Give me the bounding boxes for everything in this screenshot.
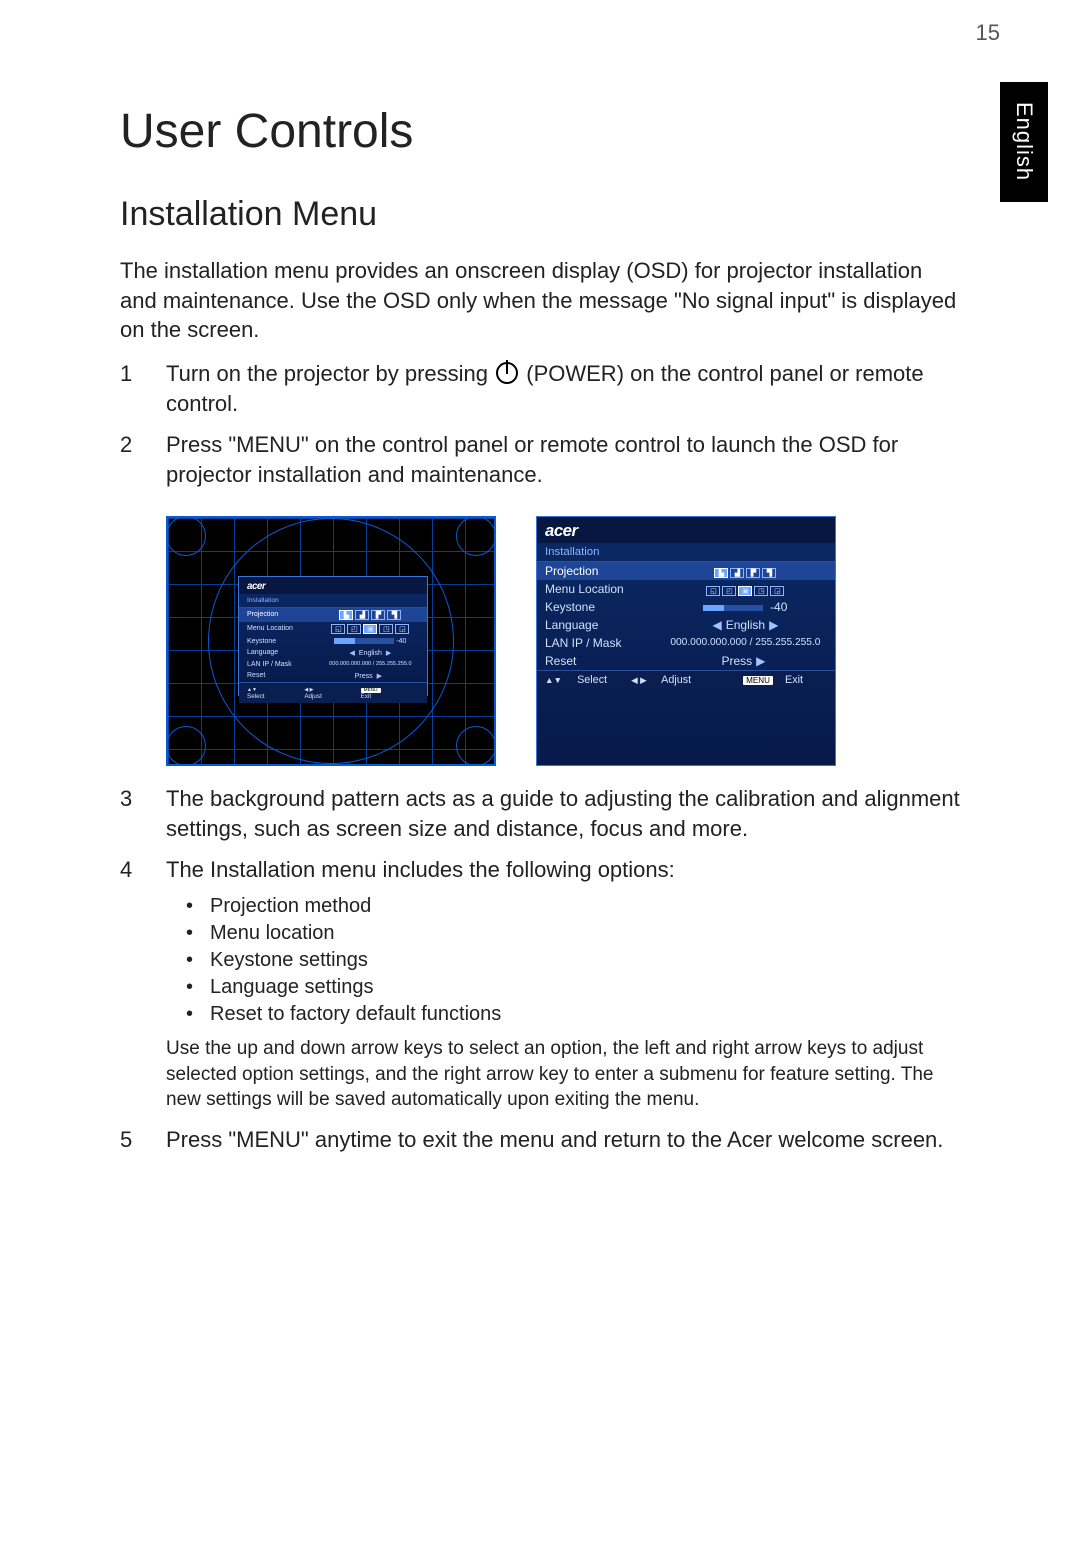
step-2-text: Press "MENU" on the control panel or rem… bbox=[166, 430, 960, 489]
grid-circle-corner bbox=[166, 516, 206, 556]
page-number: 15 bbox=[976, 20, 1000, 46]
osd-brand: acer bbox=[537, 517, 835, 543]
osd-row-menu-location: Menu Location ◱◰▣◳◲ bbox=[239, 622, 427, 636]
projection-icons: ▙▟▛▜ bbox=[322, 610, 419, 620]
step-number: 5 bbox=[120, 1125, 166, 1155]
projection-icons: ▙▟▛▜ bbox=[664, 564, 827, 578]
step-1: 1 Turn on the projector by pressing (POW… bbox=[120, 359, 960, 418]
step-number: 4 bbox=[120, 855, 166, 1113]
power-icon bbox=[496, 362, 518, 384]
osd-row-reset: Reset Press▶ bbox=[239, 670, 427, 682]
osd-brand: acer bbox=[239, 577, 427, 594]
step-5-text: Press "MENU" anytime to exit the menu an… bbox=[166, 1125, 960, 1155]
bullet-item: Projection method bbox=[186, 893, 960, 920]
grid-circle-corner bbox=[456, 516, 496, 556]
osd-title: Installation bbox=[537, 543, 835, 562]
osd-row-lan: LAN IP / Mask 000.000.000.000 / 255.255.… bbox=[239, 659, 427, 670]
step-3-text: The background pattern acts as a guide t… bbox=[166, 784, 960, 843]
step-5: 5 Press "MENU" anytime to exit the menu … bbox=[120, 1125, 960, 1155]
osd-row-keystone: Keystone -40 bbox=[239, 636, 427, 647]
language-tab-label: English bbox=[1011, 102, 1037, 181]
bullet-item: Reset to factory default functions bbox=[186, 1001, 960, 1028]
bullet-item: Keystone settings bbox=[186, 947, 960, 974]
step-4-text: The Installation menu includes the follo… bbox=[166, 857, 675, 882]
language-tab: English bbox=[1000, 82, 1048, 202]
heading-2: Installation Menu bbox=[120, 195, 960, 234]
bullet-item: Menu location bbox=[186, 920, 960, 947]
osd-row-language: Language ◀English▶ bbox=[239, 647, 427, 659]
bullet-item: Language settings bbox=[186, 974, 960, 1001]
osd-row-projection: Projection ▙▟▛▜ bbox=[537, 562, 835, 580]
osd-title: Installation bbox=[239, 594, 427, 608]
osd-footer: ▲▼ Select ◀ ▶ Adjust MENUExit bbox=[537, 670, 835, 689]
step-4-note: Use the up and down arrow keys to select… bbox=[166, 1036, 960, 1113]
step-1-text-a: Turn on the projector by pressing bbox=[166, 361, 494, 386]
grid-circle-corner bbox=[456, 726, 496, 766]
grid-circle-corner bbox=[166, 726, 206, 766]
step-list: 1 Turn on the projector by pressing (POW… bbox=[120, 359, 960, 490]
heading-1: User Controls bbox=[120, 104, 960, 159]
osd-row-menu-location: Menu Location ◱◰▣◳◲ bbox=[537, 580, 835, 598]
osd-row-projection: Projection ▙▟▛▜ bbox=[239, 608, 427, 622]
step-number: 2 bbox=[120, 430, 166, 489]
step-4-bullets: Projection method Menu location Keystone… bbox=[186, 893, 960, 1028]
figure-row: acer Installation Projection ▙▟▛▜ Menu L… bbox=[166, 516, 960, 766]
osd-footer: ▲▼ Select ◀ ▶ Adjust MENUExit bbox=[239, 682, 427, 703]
step-3: 3 The background pattern acts as a guide… bbox=[120, 784, 960, 843]
osd-row-lan: LAN IP / Mask 000.000.000.000 / 255.255.… bbox=[537, 634, 835, 652]
step-2: 2 Press "MENU" on the control panel or r… bbox=[120, 430, 960, 489]
osd-row-reset: Reset Press▶ bbox=[537, 652, 835, 670]
menu-location-icons: ◱◰▣◳◲ bbox=[322, 624, 419, 634]
step-number: 1 bbox=[120, 359, 166, 418]
manual-page: 15 English User Controls Installation Me… bbox=[80, 20, 1000, 1194]
step-number: 3 bbox=[120, 784, 166, 843]
step-list-cont: 3 The background pattern acts as a guide… bbox=[120, 784, 960, 1155]
step-4: 4 The Installation menu includes the fol… bbox=[120, 855, 960, 1113]
osd-row-language: Language ◀English▶ bbox=[537, 616, 835, 634]
osd-panel-mini: acer Installation Projection ▙▟▛▜ Menu L… bbox=[238, 576, 428, 696]
intro-paragraph: The installation menu provides an onscre… bbox=[120, 256, 960, 345]
menu-location-icons: ◱◰▣◳◲ bbox=[664, 582, 827, 596]
calibration-grid-figure: acer Installation Projection ▙▟▛▜ Menu L… bbox=[166, 516, 496, 766]
osd-panel-large: acer Installation Projection ▙▟▛▜ Menu L… bbox=[536, 516, 836, 766]
osd-row-keystone: Keystone -40 bbox=[537, 598, 835, 616]
